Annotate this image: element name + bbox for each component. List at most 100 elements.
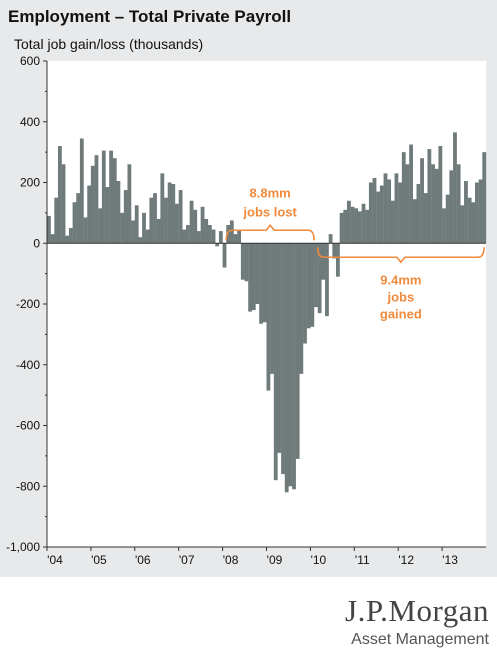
- bar: [350, 206, 355, 244]
- bar: [387, 179, 392, 244]
- bar: [76, 193, 81, 244]
- bar: [218, 231, 223, 244]
- bar: [134, 205, 139, 244]
- bar: [416, 184, 421, 244]
- bar: [325, 243, 329, 317]
- jobs-gained-label: gained: [380, 306, 422, 321]
- bar: [175, 203, 179, 244]
- jobs-lost-label: jobs lost: [242, 204, 297, 219]
- bar: [332, 243, 337, 259]
- bar: [131, 220, 135, 244]
- y-tick-label: 200: [20, 176, 40, 190]
- bar: [453, 132, 457, 244]
- bar: [215, 243, 220, 247]
- bar: [475, 182, 479, 244]
- bar: [482, 152, 487, 244]
- bar: [336, 243, 340, 277]
- bar: [376, 191, 381, 244]
- y-tick-label: 600: [20, 54, 40, 68]
- bar: [178, 190, 183, 244]
- bar: [434, 168, 439, 244]
- bar: [142, 212, 146, 244]
- bar: [262, 243, 267, 323]
- bar: [182, 229, 187, 244]
- bar: [317, 243, 322, 314]
- bar: [149, 197, 154, 244]
- bar: [65, 235, 70, 244]
- bar: [292, 243, 296, 490]
- jobs-gained-label: jobs: [386, 289, 414, 304]
- bar: [101, 150, 106, 244]
- y-tick-label: 400: [20, 115, 40, 129]
- bar: [449, 170, 454, 244]
- jobs-gained-label: 9.4mm: [380, 272, 421, 287]
- bar: [87, 185, 92, 244]
- bar: [160, 173, 165, 244]
- x-tick-label: '05: [91, 553, 107, 567]
- bar: [420, 158, 424, 244]
- bar: [259, 243, 263, 324]
- bar: [79, 138, 84, 244]
- bar: [164, 197, 168, 244]
- bar: [314, 243, 318, 308]
- bar: [229, 220, 234, 244]
- jobs-gained-bracket: [316, 247, 485, 264]
- bar: [357, 211, 362, 244]
- jobs-lost-value: 8.8mm: [250, 185, 291, 200]
- x-tick-label: '13: [442, 553, 458, 567]
- bar: [464, 180, 468, 244]
- bar: [138, 237, 143, 244]
- bar: [379, 185, 384, 244]
- bar: [346, 200, 351, 244]
- asset-management-label: Asset Management: [351, 631, 489, 648]
- x-tick-label: '10: [311, 553, 327, 567]
- bar: [383, 173, 388, 244]
- bar: [57, 146, 62, 244]
- y-tick-label: -800: [16, 479, 40, 493]
- bar: [193, 209, 198, 244]
- bar-chart: 600 400 200 0 -200 -400 -600 -800 -1,000 '04 '05 '0…: [6, 54, 487, 567]
- bar: [61, 164, 66, 244]
- bar: [365, 209, 370, 244]
- bar: [248, 243, 253, 312]
- bar: [427, 149, 432, 244]
- bar: [50, 234, 55, 244]
- bar: [343, 209, 348, 244]
- bar: [127, 164, 132, 244]
- bar: [105, 187, 110, 244]
- bar: [273, 243, 278, 481]
- bar: [306, 243, 311, 329]
- bar: [90, 165, 95, 244]
- bar: [471, 202, 476, 244]
- bar: [394, 173, 399, 244]
- y-axis-label: Total job gain/loss (thousands): [14, 36, 204, 52]
- chart-title: Employment – Total Private Payroll: [8, 7, 292, 26]
- bar: [211, 229, 216, 244]
- bar: [222, 243, 227, 268]
- x-tick-label: '09: [267, 553, 283, 567]
- bar: [167, 182, 172, 244]
- bar: [361, 203, 366, 244]
- bar: [120, 212, 124, 244]
- bar: [233, 234, 238, 244]
- bar: [310, 243, 315, 327]
- bar: [266, 243, 271, 391]
- bar: [409, 144, 413, 244]
- bar: [72, 202, 77, 244]
- bar: [109, 150, 113, 244]
- bar: [94, 155, 99, 244]
- bar: [303, 243, 307, 344]
- bar: [372, 177, 377, 244]
- bar: [390, 200, 395, 244]
- x-tick-label: '08: [223, 553, 239, 567]
- y-tick-label: -200: [16, 297, 40, 311]
- bar: [237, 229, 242, 244]
- bar: [442, 208, 446, 244]
- y-tick-label: -1,000: [6, 540, 40, 554]
- bar: [288, 243, 293, 487]
- bar: [189, 200, 194, 244]
- bar: [153, 193, 157, 244]
- bar: [281, 243, 285, 475]
- bar: [240, 243, 245, 280]
- bar: [251, 243, 256, 311]
